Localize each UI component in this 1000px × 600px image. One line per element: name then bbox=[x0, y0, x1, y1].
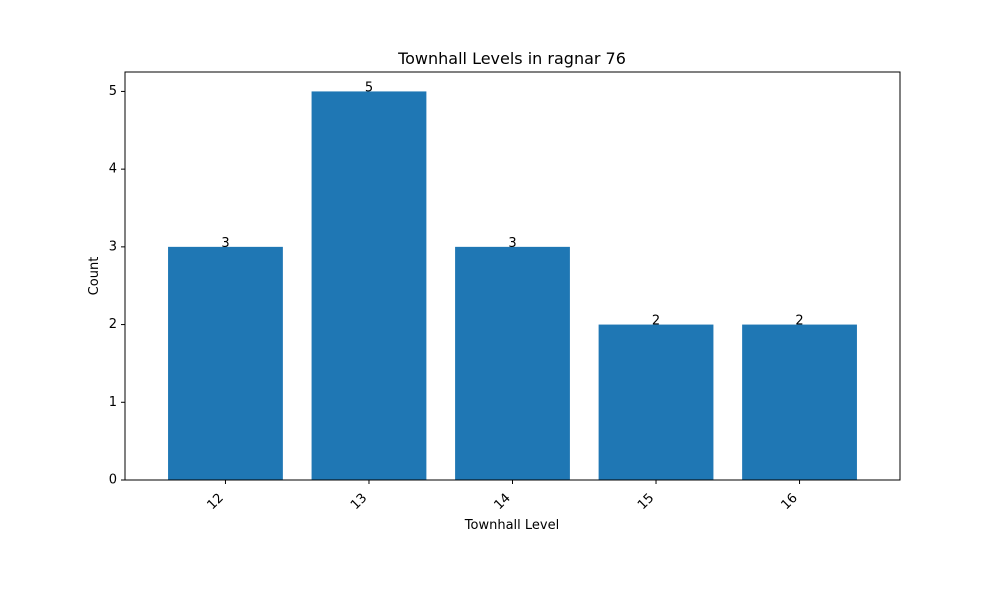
x-tick-label-15: 15 bbox=[635, 491, 657, 513]
x-axis-ticks: 12 13 14 15 16 bbox=[204, 480, 801, 513]
x-tick-label-16: 16 bbox=[779, 491, 801, 513]
bar-value-label-12: 3 bbox=[221, 236, 229, 251]
y-tick-label-5: 5 bbox=[109, 84, 117, 99]
bar-value-label-13: 5 bbox=[365, 80, 373, 95]
y-tick-label-2: 2 bbox=[109, 317, 117, 332]
y-tick-label-0: 0 bbox=[109, 473, 117, 488]
bars-group bbox=[168, 91, 857, 480]
bar-value-label-14: 3 bbox=[508, 236, 516, 251]
x-tick-label-12: 12 bbox=[204, 491, 226, 513]
bar-labels-group: 3 5 3 2 2 bbox=[221, 80, 803, 328]
bar-15 bbox=[598, 324, 714, 480]
chart-title: Townhall Levels in ragnar 76 bbox=[397, 49, 626, 68]
x-tick-label-13: 13 bbox=[348, 491, 370, 513]
y-axis-label: Count bbox=[87, 257, 102, 296]
bar-16 bbox=[742, 324, 857, 480]
bar-12 bbox=[168, 246, 283, 480]
y-tick-label-1: 1 bbox=[109, 395, 117, 410]
y-tick-label-4: 4 bbox=[109, 162, 117, 177]
bar-value-label-15: 2 bbox=[652, 314, 660, 329]
x-tick-label-14: 14 bbox=[491, 491, 513, 513]
plot-frame bbox=[124, 71, 901, 481]
x-axis-label: Townhall Level bbox=[464, 518, 559, 533]
y-tick-label-3: 3 bbox=[109, 239, 117, 254]
bar-13 bbox=[311, 91, 427, 480]
bar-14 bbox=[455, 246, 570, 480]
bar-value-label-16: 2 bbox=[795, 314, 803, 329]
y-axis-ticks: 0 1 2 3 4 5 bbox=[109, 84, 125, 488]
